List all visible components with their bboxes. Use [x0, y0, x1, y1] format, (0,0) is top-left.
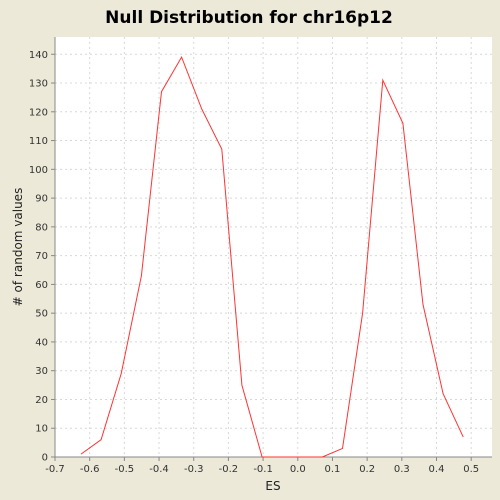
y-tick-label: 70	[35, 251, 48, 262]
x-tick-label: -0.4	[149, 464, 169, 475]
x-axis-label: ES	[265, 479, 280, 493]
series-line	[80, 55, 464, 458]
y-tick-label: 10	[35, 424, 48, 435]
x-tick-label: 0.5	[463, 464, 479, 475]
chart-title: Null Distribution for chr16p12	[105, 8, 393, 28]
x-tick-label: 0.0	[290, 464, 306, 475]
y-tick-label: 60	[35, 280, 48, 291]
x-tick-label: -0.7	[45, 464, 65, 475]
x-tick-label: 0.4	[429, 464, 445, 475]
y-tick-label: 130	[29, 79, 48, 90]
y-tick-label: 140	[29, 50, 48, 61]
y-tick-label: 80	[35, 222, 48, 233]
x-tick-label: -0.3	[184, 464, 204, 475]
x-tick-label: 0.2	[359, 464, 375, 475]
y-tick-label: 90	[35, 194, 48, 205]
y-tick-label: 110	[29, 136, 48, 147]
y-tick-label: 50	[35, 309, 48, 320]
y-tick-label: 20	[35, 395, 48, 406]
x-tick-label: -0.2	[219, 464, 239, 475]
x-tick-label: 0.1	[325, 464, 341, 475]
x-tick-label: -0.5	[115, 464, 135, 475]
y-tick-label: 40	[35, 337, 48, 348]
x-tick-label: -0.6	[80, 464, 100, 475]
y-tick-label: 120	[29, 107, 48, 118]
series-layer	[80, 55, 464, 458]
y-tick-label: 30	[35, 366, 48, 377]
plot-area	[55, 37, 492, 457]
y-tick-label: 0	[42, 453, 48, 464]
x-tick-label: -0.1	[253, 464, 273, 475]
y-tick-label: 100	[29, 165, 48, 176]
grid-lines	[54, 37, 492, 458]
y-axis-label: # of random values	[11, 188, 25, 307]
x-tick-label: 0.3	[394, 464, 410, 475]
